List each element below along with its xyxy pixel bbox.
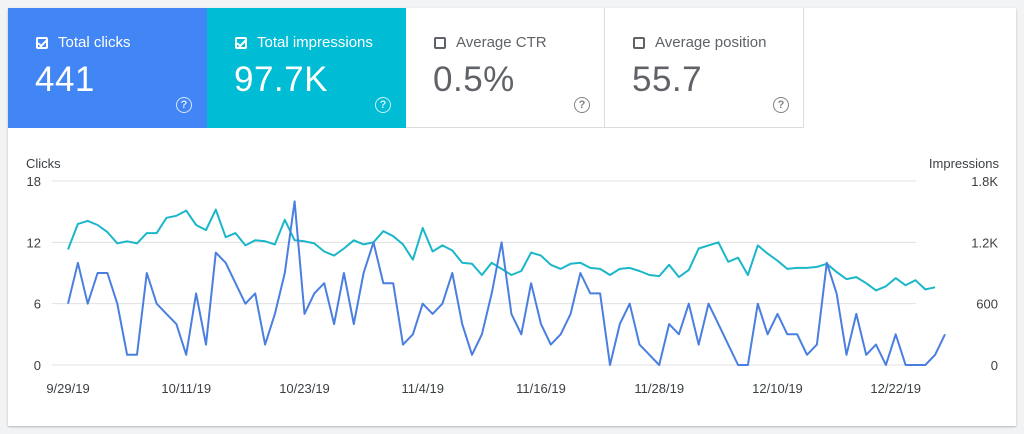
tile-label: Total impressions <box>257 34 373 51</box>
x-tick-label: 12/10/19 <box>752 381 803 396</box>
x-tick-label: 9/29/19 <box>46 381 89 396</box>
clicks-line <box>67 200 946 366</box>
left-tick-label: 12 <box>27 235 41 250</box>
performance-chart: 18 12 6 0 1.8K 1.2K 600 0 9/29/19 10/11/19 10/23/1… <box>27 174 999 396</box>
x-tick-label: 11/16/19 <box>516 381 566 396</box>
x-tick-label: 12/22/19 <box>870 381 921 396</box>
right-axis-title: Impressions <box>928 156 999 171</box>
tile-value: 55.7 <box>632 60 703 99</box>
tile-average-position[interactable]: Average position 55.7 ? <box>605 8 804 128</box>
right-tick-label: 0 <box>991 358 998 373</box>
tile-label: Average position <box>655 34 767 51</box>
left-tick-label: 6 <box>34 297 41 312</box>
metric-tiles: Total clicks 441 ? Total impressions 97.… <box>8 8 804 128</box>
left-tick-label: 18 <box>27 174 41 189</box>
tile-average-ctr[interactable]: Average CTR 0.5% ? <box>406 8 605 128</box>
help-icon[interactable]: ? <box>176 97 192 113</box>
right-tick-label: 1.2K <box>971 235 998 250</box>
performance-card: Total clicks 441 ? Total impressions 97.… <box>8 8 1016 426</box>
tile-total-impressions[interactable]: Total impressions 97.7K ? <box>207 8 406 128</box>
x-tick-label: 11/28/19 <box>634 381 684 396</box>
right-tick-label: 1.8K <box>971 174 998 189</box>
x-tick-label: 11/4/19 <box>402 381 444 396</box>
help-icon[interactable]: ? <box>773 97 789 113</box>
help-icon[interactable]: ? <box>375 97 391 113</box>
tile-value: 0.5% <box>433 60 515 99</box>
right-tick-label: 600 <box>976 297 998 312</box>
left-axis-title: Clicks <box>26 156 61 171</box>
tile-value: 97.7K <box>234 60 328 99</box>
total-impressions-checkbox[interactable] <box>235 36 247 49</box>
impressions-line <box>67 208 936 292</box>
total-clicks-checkbox[interactable] <box>36 36 48 49</box>
x-tick-label: 10/23/19 <box>279 381 330 396</box>
tile-label: Total clicks <box>58 34 131 51</box>
tile-value: 441 <box>35 60 95 99</box>
average-position-checkbox[interactable] <box>633 36 645 49</box>
tile-label: Average CTR <box>456 34 547 51</box>
average-ctr-checkbox[interactable] <box>434 36 446 49</box>
tile-total-clicks[interactable]: Total clicks 441 ? <box>8 8 207 128</box>
left-tick-label: 0 <box>34 358 41 373</box>
help-icon[interactable]: ? <box>574 97 590 113</box>
x-tick-label: 10/11/19 <box>161 381 211 396</box>
